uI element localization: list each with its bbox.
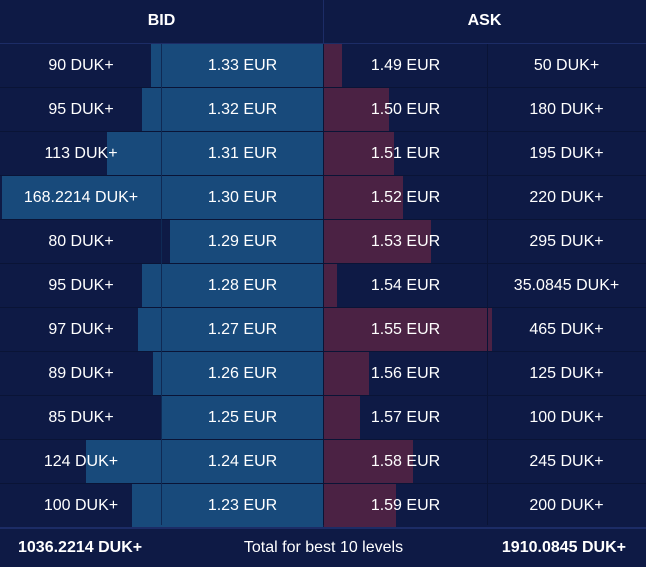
bid-price: 1.29 EUR [207,233,278,250]
ask-quantity: 295 DUK+ [529,233,604,250]
bid-quantity: 97 DUK+ [48,321,114,338]
ask-quantity: 100 DUK+ [529,409,604,426]
bid-column-divider [161,44,162,525]
order-book-rows: 90 DUK+ 1.33 EUR 1.49 EUR 50 DUK+ 95 DUK+ 1.3… [0,44,646,528]
ask-quantity: 125 DUK+ [529,365,604,382]
ask-column-header: ASK [467,12,502,29]
bid-price: 1.24 EUR [207,453,278,470]
bid-quantity: 124 DUK+ [43,453,119,470]
ask-quantity: 245 DUK+ [529,453,604,470]
bid-quantity: 85 DUK+ [48,409,114,426]
ask-price: 1.56 EUR [370,365,441,382]
ask-column-divider [487,44,488,525]
ask-depth-bar [324,484,397,527]
header-divider [323,0,324,43]
bid-quantity: 80 DUK+ [48,233,114,250]
ask-quantity: 195 DUK+ [529,145,604,162]
bid-depth-bar [153,352,323,395]
bid-depth-bar [151,44,323,87]
ask-price: 1.58 EUR [370,453,441,470]
bid-quantity: 90 DUK+ [48,57,114,74]
bid-price: 1.31 EUR [207,145,278,162]
order-row[interactable]: 85 DUK+ 1.25 EUR 1.57 EUR 100 DUK+ [0,396,646,440]
ask-depth-bar [324,176,404,219]
ask-price: 1.51 EUR [370,145,441,162]
ask-depth-bar [324,264,337,307]
bid-quantity: 89 DUK+ [48,365,114,382]
center-divider [323,44,324,525]
bid-price: 1.28 EUR [207,277,278,294]
bid-quantity: 168.2214 DUK+ [23,189,139,206]
order-row[interactable]: 95 DUK+ 1.28 EUR 1.54 EUR 35.0845 DUK+ [0,264,646,308]
bid-total: 1036.2214 DUK+ [18,539,143,556]
bid-quantity: 95 DUK+ [48,101,114,118]
ask-depth-bar [324,396,361,439]
ask-quantity: 50 DUK+ [533,57,600,74]
ask-quantity: 220 DUK+ [529,189,604,206]
ask-price: 1.54 EUR [370,277,441,294]
order-row[interactable]: 124 DUK+ 1.24 EUR 1.58 EUR 245 DUK+ [0,440,646,484]
bid-depth-bar [132,484,323,527]
order-row[interactable]: 168.2214 DUK+ 1.30 EUR 1.52 EUR 220 DUK+ [0,176,646,220]
ask-price: 1.57 EUR [370,409,441,426]
bid-price: 1.23 EUR [207,497,278,514]
bid-depth-bar [141,264,323,307]
bid-quantity: 100 DUK+ [43,497,119,514]
bid-price: 1.32 EUR [207,101,278,118]
ask-depth-bar [324,44,343,87]
total-label: Total for best 10 levels [243,539,404,556]
order-book-header: BID ASK [0,0,646,44]
ask-price: 1.53 EUR [370,233,441,250]
ask-depth-bar [324,88,390,131]
ask-price: 1.55 EUR [370,321,441,338]
order-row[interactable]: 97 DUK+ 1.27 EUR 1.55 EUR 465 DUK+ [0,308,646,352]
bid-depth-bar [137,308,323,351]
bid-depth-bar [2,176,323,219]
ask-price: 1.52 EUR [370,189,441,206]
ask-quantity: 200 DUK+ [529,497,604,514]
ask-depth-bar [324,308,492,351]
bid-price: 1.27 EUR [207,321,278,338]
order-book-footer: 1036.2214 DUK+ Total for best 10 levels … [0,527,646,565]
order-row[interactable]: 95 DUK+ 1.32 EUR 1.50 EUR 180 DUK+ [0,88,646,132]
ask-depth-bar [324,220,431,263]
ask-price: 1.50 EUR [370,101,441,118]
bid-price: 1.25 EUR [207,409,278,426]
ask-quantity: 35.0845 DUK+ [513,277,620,294]
bid-depth-bar [86,440,323,483]
bid-column-header: BID [147,12,176,29]
ask-depth-bar [324,132,395,175]
bid-depth-bar [141,88,323,131]
bid-quantity: 95 DUK+ [48,277,114,294]
ask-quantity: 180 DUK+ [529,101,604,118]
ask-price: 1.59 EUR [370,497,441,514]
ask-depth-bar [324,440,413,483]
bid-quantity: 113 DUK+ [44,145,118,162]
ask-price: 1.49 EUR [370,57,441,74]
ask-quantity: 465 DUK+ [529,321,604,338]
bid-depth-bar [107,132,323,175]
bid-depth-bar [160,396,323,439]
ask-total: 1910.0845 DUK+ [501,539,626,556]
bid-price: 1.26 EUR [207,365,278,382]
ask-depth-bar [324,352,370,395]
bid-depth-bar [170,220,323,263]
bid-price: 1.30 EUR [207,189,278,206]
bid-price: 1.33 EUR [207,57,278,74]
order-row[interactable]: 90 DUK+ 1.33 EUR 1.49 EUR 50 DUK+ [0,44,646,88]
